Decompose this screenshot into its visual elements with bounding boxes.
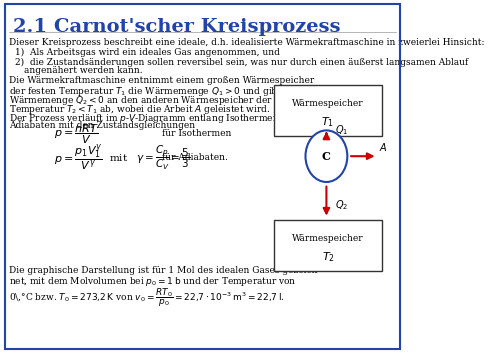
Text: angenähert werden kann.: angenähert werden kann. bbox=[24, 66, 142, 75]
Text: für Adiabaten.: für Adiabaten. bbox=[162, 154, 228, 162]
FancyBboxPatch shape bbox=[274, 220, 382, 271]
Text: Die Wärmekraftmaschine entnimmt einem großen Wärmespeicher: Die Wärmekraftmaschine entnimmt einem gr… bbox=[8, 76, 314, 85]
Text: Wärmespeicher: Wärmespeicher bbox=[292, 234, 364, 243]
Text: Dieser Kreisprozess beschreibt eine ideale, d.h. idealisierte Wärmekraftmaschine: Dieser Kreisprozess beschreibt eine idea… bbox=[8, 38, 484, 47]
Text: Temperatur $T_2 < T_1$ ab, wobei die Arbeit $A$ geleistet wird.: Temperatur $T_2 < T_1$ ab, wobei die Arb… bbox=[8, 103, 270, 116]
Text: $T_2$: $T_2$ bbox=[322, 250, 334, 264]
Text: 0\,°C bzw. $T_0 = 273{,}2\,\mathrm{K}$ von $v_0 = \dfrac{RT_0}{p_0} = 22{,}7 \cd: 0\,°C bzw. $T_0 = 273{,}2\,\mathrm{K}$ v… bbox=[8, 287, 284, 309]
Text: Adiabaten mit den Zustandsgleichungen: Adiabaten mit den Zustandsgleichungen bbox=[8, 121, 195, 130]
Text: $p = \dfrac{nRT}{V}$: $p = \dfrac{nRT}{V}$ bbox=[54, 122, 98, 145]
FancyBboxPatch shape bbox=[274, 85, 382, 136]
Text: C: C bbox=[322, 151, 331, 162]
Text: $Q_2$: $Q_2$ bbox=[336, 198, 348, 211]
Text: 2)  die Zustandsänderungen sollen reversibel sein, was nur durch einen äußerst l: 2) die Zustandsänderungen sollen reversi… bbox=[16, 58, 468, 67]
Text: 2.1 Carnot'scher Kreisprozess: 2.1 Carnot'scher Kreisprozess bbox=[14, 18, 341, 36]
Text: $T_1$: $T_1$ bbox=[322, 115, 334, 129]
Text: der festen Temperatur $T_1$ die Wärmemenge $Q_1 > 0$ und gibt die: der festen Temperatur $T_1$ die Wärmemen… bbox=[8, 85, 298, 98]
Text: $Q_1$: $Q_1$ bbox=[336, 123, 348, 137]
Text: $p = \dfrac{p_1 V_1^\gamma}{V^\gamma}$: $p = \dfrac{p_1 V_1^\gamma}{V^\gamma}$ bbox=[54, 143, 102, 173]
Text: Die graphische Darstellung ist für 1 Mol des idealen Gases gezeich-: Die graphische Darstellung ist für 1 Mol… bbox=[8, 266, 320, 275]
Text: 1)  Als Arbeitsgas wird ein ideales Gas angenommen, und: 1) Als Arbeitsgas wird ein ideales Gas a… bbox=[16, 48, 280, 58]
Text: net, mit dem Molvolumen bei $p_0 = 1\,\mathrm{b}$ und der Temperatur von: net, mit dem Molvolumen bei $p_0 = 1\,\m… bbox=[8, 275, 296, 288]
Text: mit   $\gamma = \dfrac{C_p}{C_V} = \dfrac{5}{3}$: mit $\gamma = \dfrac{C_p}{C_V} = \dfrac{… bbox=[109, 144, 190, 172]
Text: $A$: $A$ bbox=[378, 142, 387, 154]
Text: Der Prozess verläuft im $p$-$V$-Diagramm entlang Isothermen und: Der Prozess verläuft im $p$-$V$-Diagramm… bbox=[8, 112, 300, 125]
Text: für Isothermen: für Isothermen bbox=[162, 129, 232, 138]
Text: Wärmemenge $Q_2 < 0$ an den anderen Wärmespeicher der festen: Wärmemenge $Q_2 < 0$ an den anderen Wärm… bbox=[8, 94, 303, 107]
Text: Wärmespeicher: Wärmespeicher bbox=[292, 99, 364, 108]
Ellipse shape bbox=[306, 130, 348, 182]
